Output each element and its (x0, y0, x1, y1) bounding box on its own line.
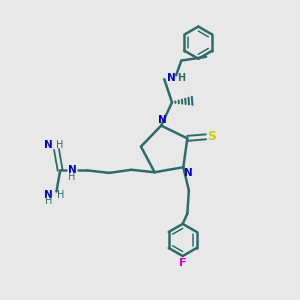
Text: H: H (177, 73, 185, 82)
Text: N: N (44, 140, 53, 150)
Text: H: H (56, 140, 63, 150)
Text: N: N (167, 73, 176, 82)
Text: N: N (184, 168, 193, 178)
Text: N: N (68, 165, 76, 175)
Text: S: S (207, 130, 216, 143)
Text: H: H (45, 196, 52, 206)
Text: H: H (56, 190, 64, 200)
Text: N: N (158, 115, 167, 125)
Text: F: F (179, 258, 186, 268)
Text: H: H (68, 172, 76, 182)
Text: N: N (44, 190, 53, 200)
